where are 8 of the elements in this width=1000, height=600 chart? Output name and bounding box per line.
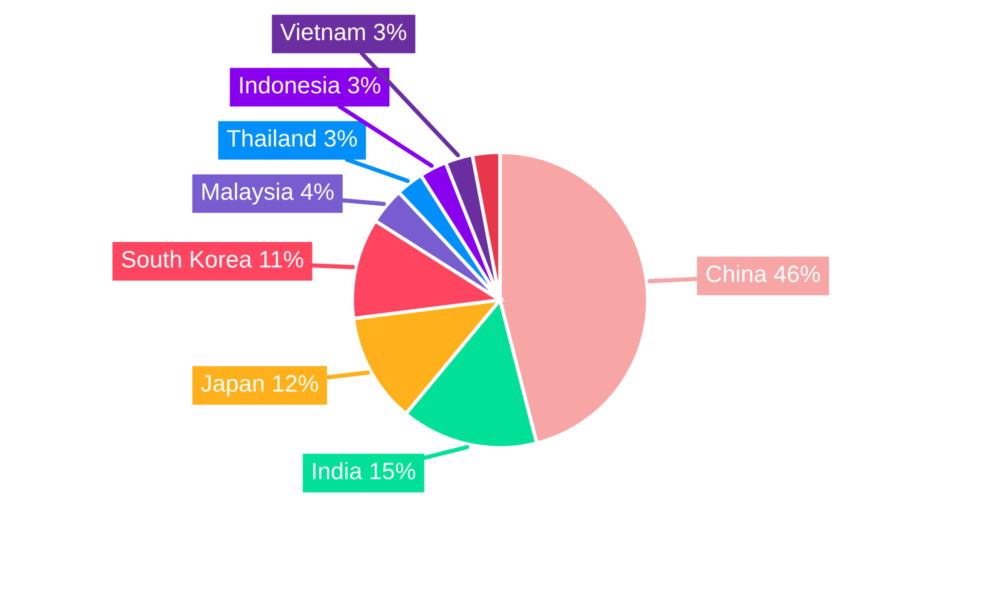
- slice-label: Malaysia 4%: [202, 182, 334, 205]
- slice-label: Thailand 3%: [226, 129, 357, 147]
- slice-label: China 46%: [706, 264, 820, 282]
- slice-label: Vietnam 3%: [280, 22, 406, 40]
- slice-label: Indonesia 3%: [240, 76, 380, 94]
- slice-label: South Korea 11%: [122, 250, 304, 268]
- slice-label: Japan 12%: [201, 375, 318, 396]
- slice-label: India 15%: [313, 462, 416, 480]
